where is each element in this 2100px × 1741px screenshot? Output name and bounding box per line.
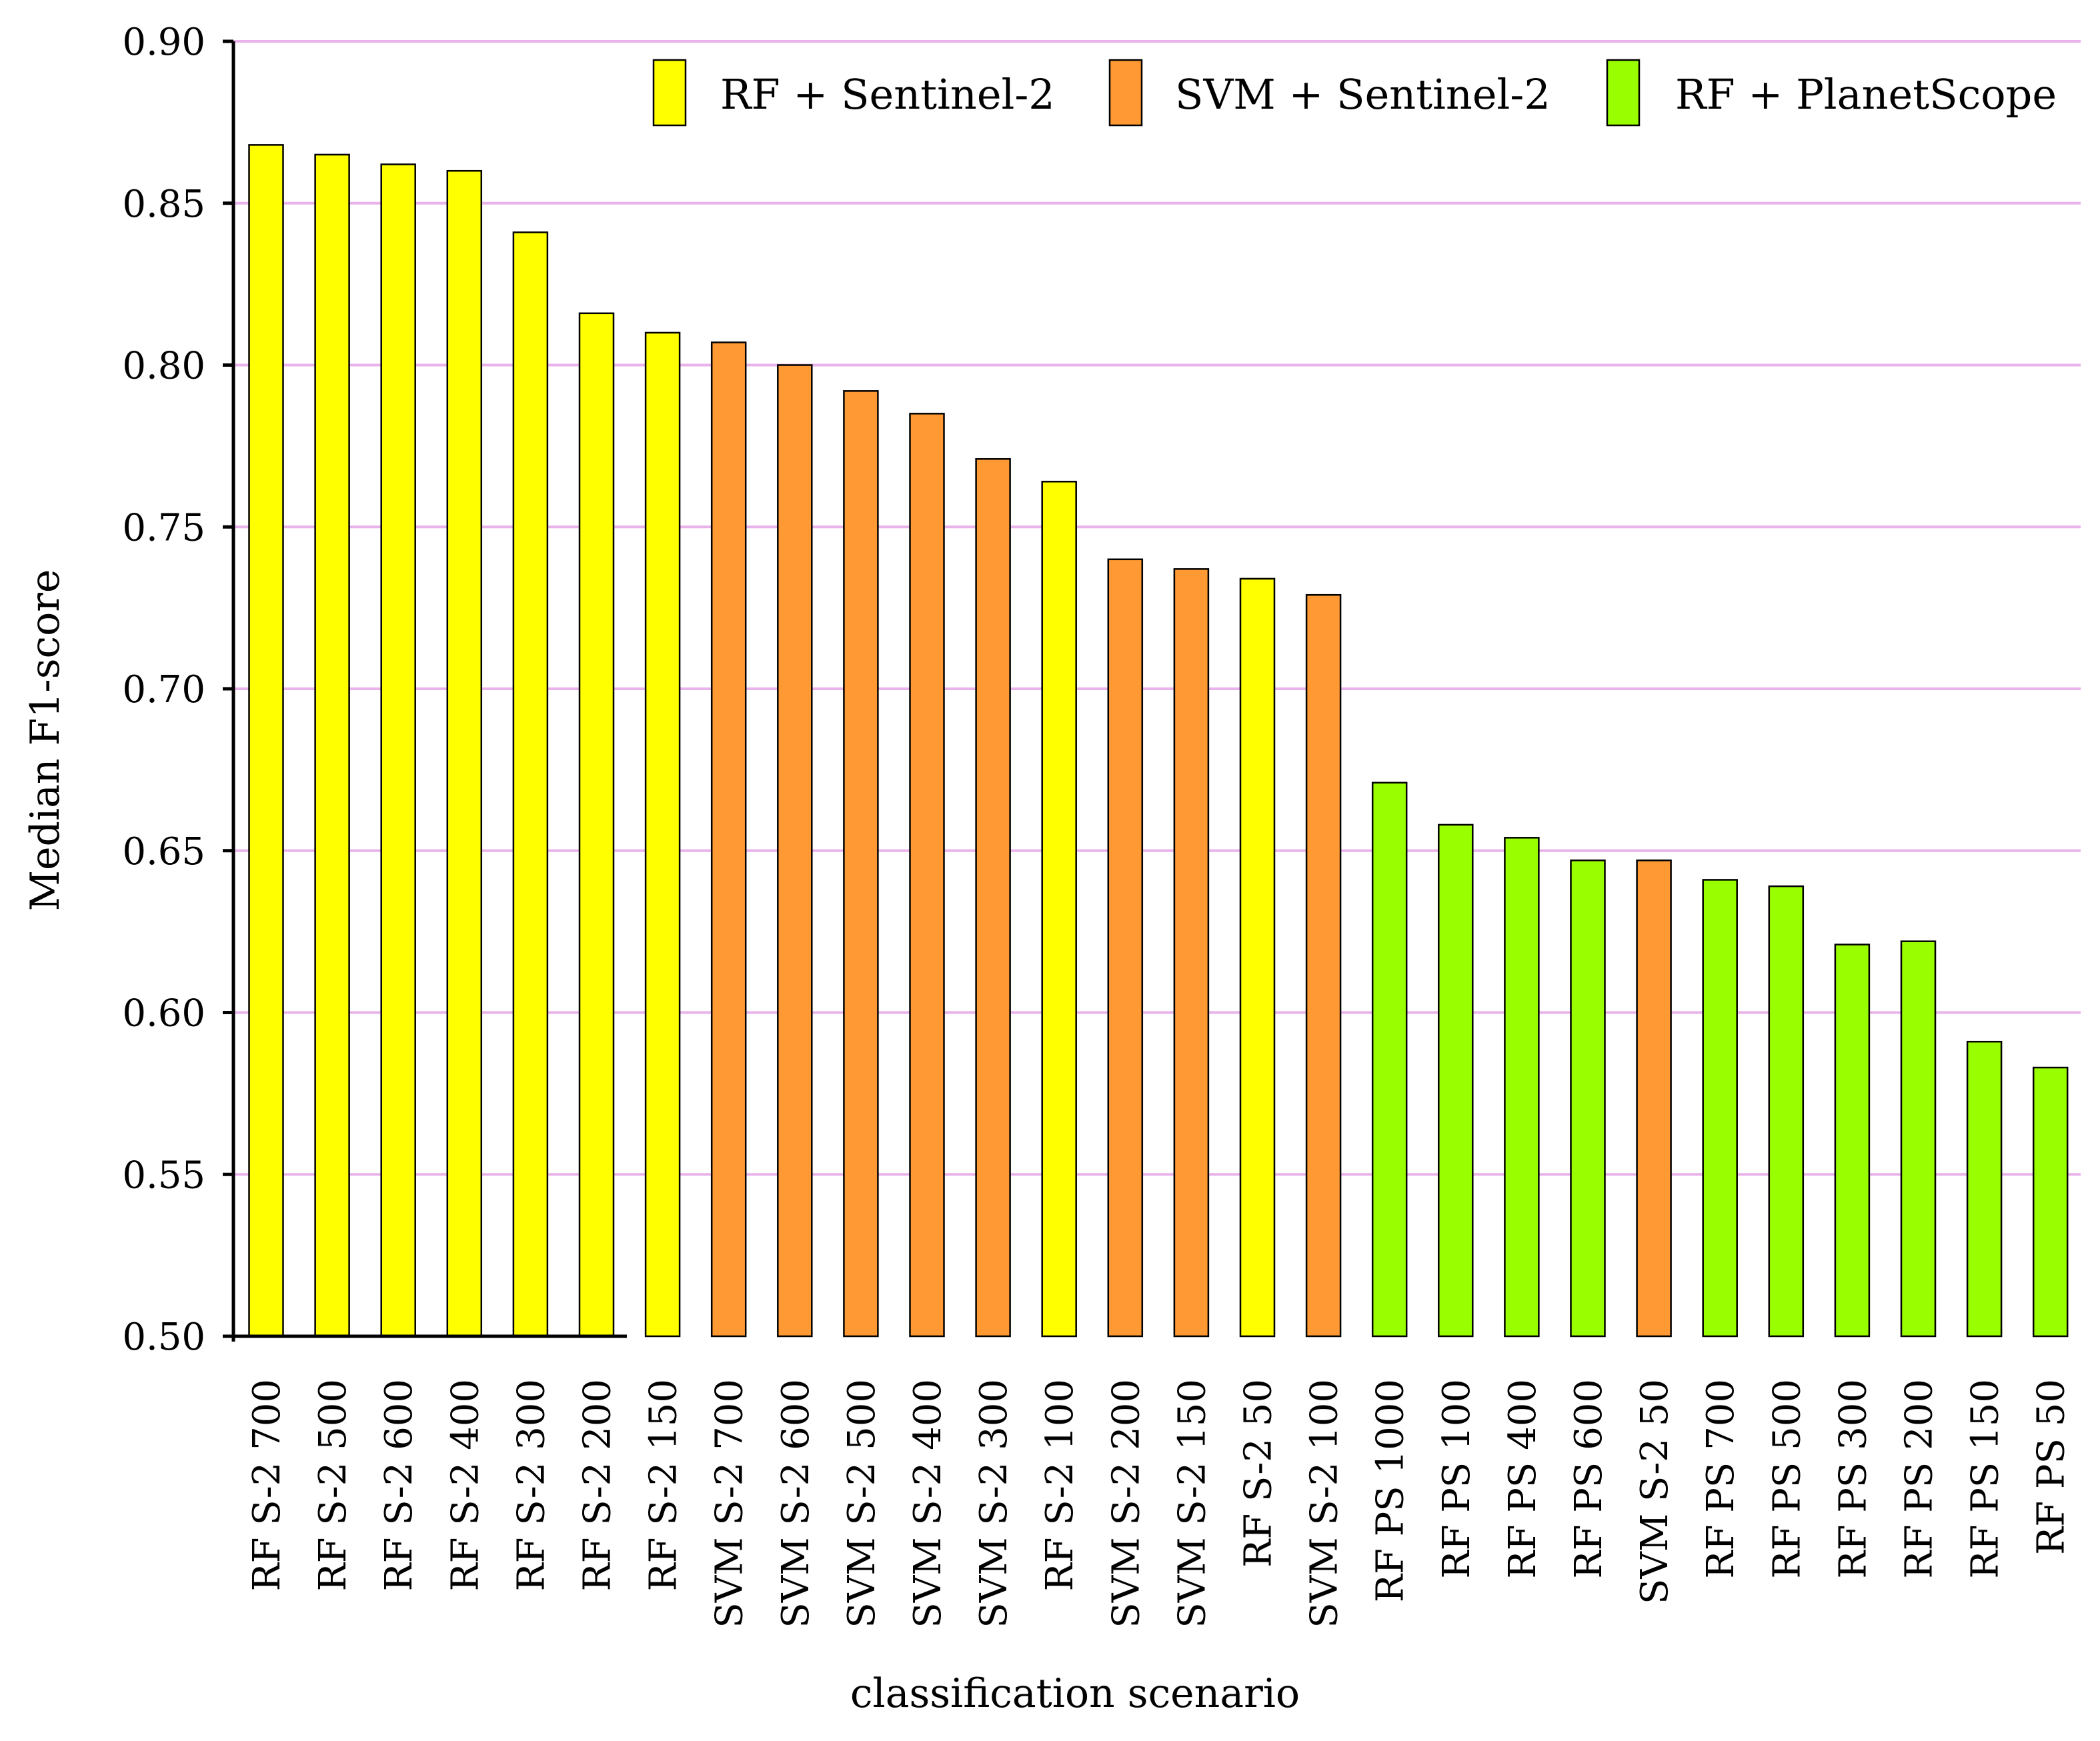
y-tick-label: 0.70: [122, 668, 205, 711]
x-tick-label: SVM S-2 200: [1104, 1379, 1148, 1628]
legend: RF + Sentinel-2 SVM + Sentinel-2 RF + Plan…: [652, 59, 2057, 127]
x-tick-label: RF PS 100: [1435, 1379, 1478, 1579]
legend-label-rf_s2: RF + Sentinel-2: [720, 70, 1055, 119]
legend-swatch-rf_ps: [1606, 59, 1641, 127]
x-tick-label: SVM S-2 500: [840, 1379, 884, 1628]
y-tick-label: 0.60: [122, 992, 205, 1036]
x-tick-label: RF S-2 100: [1038, 1379, 1082, 1591]
y-tick-label: 0.50: [122, 1316, 205, 1359]
x-tick-label: RF PS 400: [1501, 1379, 1544, 1579]
bar-10: [843, 390, 879, 1338]
x-tick-label: RF PS 600: [1567, 1379, 1611, 1579]
legend-swatch-rf_s2: [652, 59, 687, 127]
bar-11: [909, 413, 945, 1338]
x-tick-label: RF PS 300: [1831, 1379, 1875, 1579]
y-tick-label: 0.80: [122, 345, 205, 388]
y-tick-label: 0.75: [122, 506, 205, 549]
y-tick-label: 0.85: [122, 183, 205, 226]
bar-7: [644, 331, 681, 1338]
x-tick-label: RF S-2 600: [377, 1379, 421, 1591]
x-tick-label: RF PS 150: [1964, 1379, 2007, 1579]
bar-12: [975, 458, 1011, 1338]
y-axis-title: Median F1-score: [22, 569, 69, 912]
bar-24: [1768, 885, 1805, 1338]
x-tick-label: RF PS 50: [2030, 1379, 2073, 1555]
bar-13: [1041, 481, 1077, 1338]
x-tick-label: RF PS 700: [1699, 1379, 1743, 1579]
x-tick-label: SVM S-2 400: [906, 1379, 950, 1628]
bar-27: [1966, 1040, 2003, 1338]
x-tick-label: SVM S-2 100: [1303, 1379, 1346, 1628]
x-tick-label: RF S-2 150: [642, 1379, 686, 1591]
bar-5: [512, 231, 549, 1338]
x-tick-label: SVM S-2 600: [774, 1379, 818, 1628]
x-tick-label: SVM S-2 300: [972, 1379, 1016, 1628]
x-tick-label: RF PS 1000: [1369, 1379, 1412, 1602]
bar-15: [1173, 568, 1210, 1338]
x-tick-label: RF PS 500: [1765, 1379, 1809, 1579]
x-tick-label: SVM S-2 50: [1633, 1379, 1677, 1604]
bar-4: [446, 169, 483, 1338]
x-tick-label: RF S-2 300: [509, 1379, 553, 1591]
bar-17: [1305, 593, 1342, 1338]
x-tick-label: RF S-2 400: [443, 1379, 487, 1591]
x-axis-title: classification scenario: [850, 1670, 1300, 1717]
y-tick-labels: 0.50 0.55 0.60 0.65 0.70 0.75 0.80 0.85 0.90: [122, 21, 205, 1359]
bar-9: [777, 364, 813, 1338]
x-tick-label: SVM S-2 700: [708, 1379, 752, 1628]
bar-28: [2032, 1066, 2069, 1338]
bar-8: [710, 341, 747, 1338]
bar-3: [380, 163, 416, 1338]
x-tick-label: RF S-2 700: [245, 1379, 289, 1591]
y-tick-label: 0.55: [122, 1154, 205, 1197]
x-tick-label: RF S-2 200: [576, 1379, 620, 1591]
bar-22: [1636, 859, 1672, 1338]
bar-16: [1239, 577, 1276, 1338]
bars: [248, 144, 2069, 1338]
x-tick-label: SVM S-2 150: [1170, 1379, 1214, 1628]
y-tick-label: 0.90: [122, 21, 205, 64]
x-tick-label: RF S-2 50: [1237, 1379, 1280, 1568]
legend-label-rf_ps: RF + PlanetScope: [1675, 70, 2057, 119]
bar-20: [1504, 837, 1540, 1338]
bar-19: [1438, 823, 1474, 1338]
x-tick-label: RF PS 200: [1898, 1379, 1941, 1579]
y-tick-label: 0.65: [122, 830, 205, 874]
x-tick-label: RF S-2 500: [311, 1379, 355, 1591]
bar-18: [1371, 781, 1408, 1338]
bar-26: [1900, 940, 1937, 1338]
legend-swatch-svm_s2: [1108, 59, 1143, 127]
bar-25: [1834, 944, 1871, 1338]
bar-21: [1570, 859, 1606, 1338]
bar-23: [1702, 879, 1738, 1338]
bar-6: [578, 312, 615, 1338]
bar-1: [248, 144, 284, 1338]
legend-label-svm_s2: SVM + Sentinel-2: [1175, 70, 1550, 119]
axes: [223, 39, 627, 1342]
x-tick-labels: RF S-2 700 RF S-2 500 RF S-2 600 RF S-2 400…: [245, 1379, 2073, 1628]
bar-2: [314, 153, 350, 1338]
bar-14: [1107, 558, 1144, 1338]
